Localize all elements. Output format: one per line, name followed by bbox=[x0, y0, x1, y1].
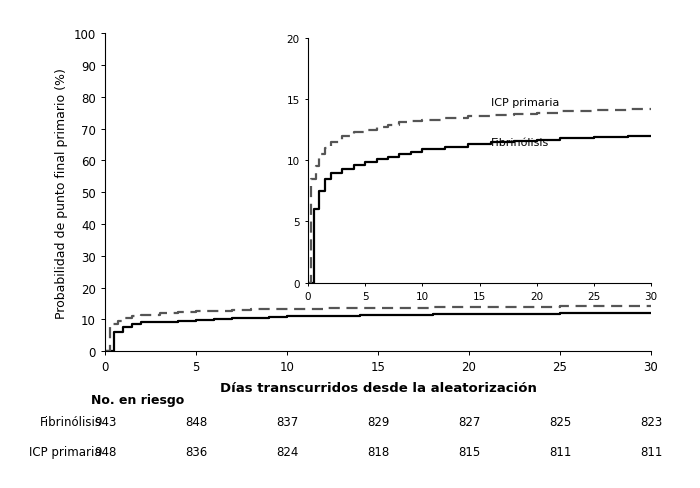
Text: 825: 825 bbox=[549, 416, 571, 428]
Text: 943: 943 bbox=[94, 416, 116, 428]
Text: 837: 837 bbox=[276, 416, 298, 428]
Text: 815: 815 bbox=[458, 445, 480, 458]
Text: 848: 848 bbox=[185, 416, 207, 428]
Text: 818: 818 bbox=[367, 445, 389, 458]
Text: ICP primaria: ICP primaria bbox=[491, 98, 559, 107]
Text: 827: 827 bbox=[458, 416, 480, 428]
Text: 824: 824 bbox=[276, 445, 298, 458]
Text: 823: 823 bbox=[640, 416, 662, 428]
Text: Fibrinólisis: Fibrinólisis bbox=[39, 416, 102, 428]
Text: 811: 811 bbox=[640, 445, 662, 458]
Text: Fibrinólisis: Fibrinólisis bbox=[491, 138, 550, 148]
X-axis label: Días transcurridos desde la aleatorización: Días transcurridos desde la aleatorizaci… bbox=[220, 382, 536, 395]
Text: 829: 829 bbox=[367, 416, 389, 428]
Text: 811: 811 bbox=[549, 445, 571, 458]
Y-axis label: Probabilidad de punto final primario (%): Probabilidad de punto final primario (%) bbox=[55, 67, 68, 318]
Text: No. en riesgo: No. en riesgo bbox=[91, 393, 184, 406]
Text: ICP primaria: ICP primaria bbox=[29, 445, 101, 458]
Text: 836: 836 bbox=[185, 445, 207, 458]
Text: 948: 948 bbox=[94, 445, 116, 458]
